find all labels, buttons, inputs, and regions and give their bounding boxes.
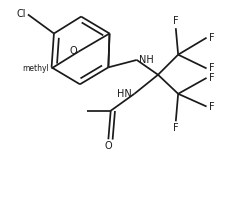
Text: F: F xyxy=(173,123,178,133)
Text: O: O xyxy=(104,141,112,151)
Text: F: F xyxy=(173,16,178,26)
Text: F: F xyxy=(209,63,214,73)
Text: methyl: methyl xyxy=(22,64,49,73)
Text: HN: HN xyxy=(117,89,132,99)
Text: F: F xyxy=(209,73,214,83)
Text: O: O xyxy=(70,46,78,56)
Text: NH: NH xyxy=(139,55,154,65)
Text: F: F xyxy=(209,33,214,43)
Text: Cl: Cl xyxy=(16,9,25,19)
Text: F: F xyxy=(209,102,214,111)
